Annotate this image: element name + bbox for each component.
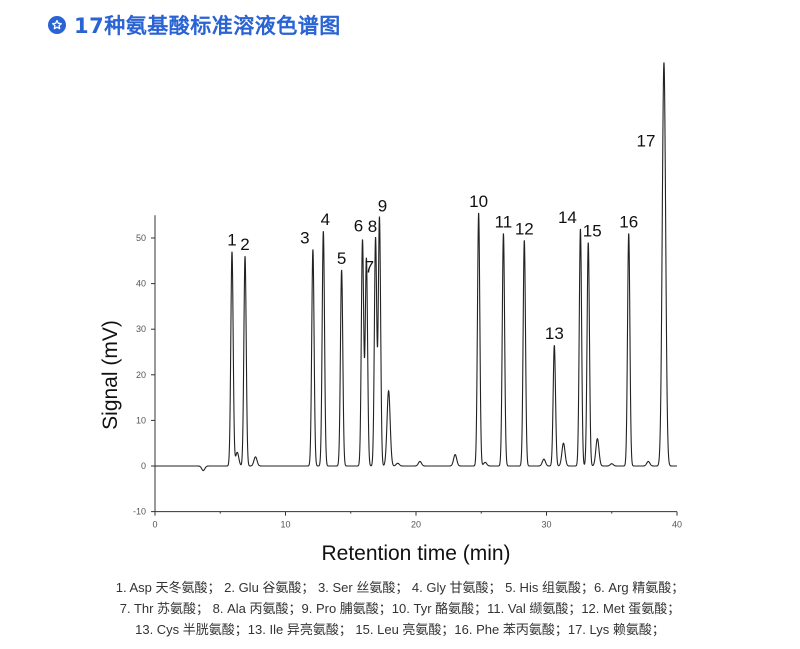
star-circle-icon [48,16,66,34]
peak-label: 13 [545,324,564,343]
caption-line: 1. Asp 天冬氨酸； 2. Glu 谷氨酸； 3. Ser 丝氨酸； 4. … [115,580,685,595]
x-tick-label: 40 [672,520,682,530]
y-tick-label: 10 [136,415,146,425]
x-axis-title: Retention time (min) [321,542,510,565]
peak-label: 17 [636,131,655,150]
chromatogram-trace [155,62,677,472]
peak-label: 12 [515,219,534,238]
x-tick-label: 30 [541,520,551,530]
peak-label: 7 [365,258,374,277]
section-title: 17种氨基酸标准溶液色谱图 [48,10,341,40]
peak-label: 14 [558,208,577,227]
y-tick-label: 40 [136,279,146,289]
axes: 0 10 20 30 40 -10 0 10 20 30 40 50 [133,215,682,530]
peak-label: 8 [368,217,377,236]
peak-label: 5 [337,249,346,268]
y-tick-label: -10 [133,507,146,517]
y-tick-label: 20 [136,370,146,380]
peak-legend-caption: 1. Asp 天冬氨酸； 2. Glu 谷氨酸； 3. Ser 丝氨酸； 4. … [0,577,800,640]
caption-line: 7. Thr 苏氨酸； 8. Ala 丙氨酸；9. Pro 脯氨酸；10. Ty… [119,601,681,616]
title-text: 17种氨基酸标准溶液色谱图 [74,14,341,38]
caption-line: 13. Cys 半胱氨酸；13. Ile 异亮氨酸； 15. Leu 亮氨酸；1… [135,622,665,637]
peak-label: 16 [619,212,638,231]
peak-label: 3 [300,228,309,247]
x-tick-label: 20 [411,520,421,530]
peak-label: 4 [321,210,330,229]
x-tick-label: 0 [152,520,157,530]
y-tick-label: 0 [141,461,146,471]
x-tick-label: 10 [280,520,290,530]
y-axis-title: Signal (mV) [99,320,122,430]
y-tick-label: 50 [136,233,146,243]
peak-label: 10 [469,192,488,211]
peak-label: 1 [227,231,236,250]
y-tick-label: 30 [136,324,146,334]
peak-label: 15 [583,222,602,241]
peak-label: 2 [240,235,249,254]
peak-label: 6 [354,216,363,235]
peak-label: 9 [378,196,387,215]
peak-label: 11 [495,212,513,231]
